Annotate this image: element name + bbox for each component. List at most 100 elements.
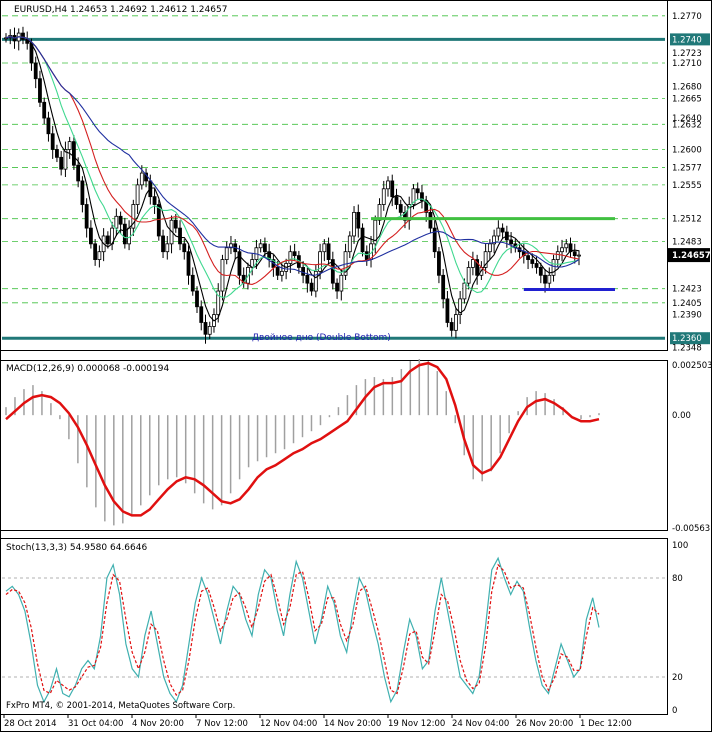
price-axis-label: 1.2640	[672, 114, 702, 124]
stoch-pane[interactable]	[0, 538, 668, 715]
price-axis-label: 1.2710	[672, 59, 702, 69]
candle-body	[305, 274, 310, 284]
candle-body	[224, 247, 229, 260]
candle-body	[275, 267, 280, 276]
price-axis-label: 1.2405	[672, 299, 702, 309]
candle-body	[161, 235, 165, 253]
candle-body	[538, 267, 543, 276]
price-axis-label: 1.2680	[672, 83, 702, 93]
x-axis-label: 28 Oct 2014	[4, 719, 57, 729]
candle-body	[80, 180, 85, 205]
candle-body	[470, 259, 475, 268]
price-pane-title: EURUSD,H4 1.24653 1.24692 1.24612 1.2465…	[14, 5, 227, 15]
price-axis-label: 1.2770	[672, 12, 702, 22]
stoch-signal-line	[5, 563, 600, 697]
stoch-axis-label: 20	[672, 673, 683, 683]
price-axis-label: 1.2360	[672, 334, 702, 344]
stoch-layer	[2, 556, 665, 704]
candle-body	[25, 38, 30, 44]
price-axis-label: 1.2483	[672, 237, 702, 247]
candle-body	[186, 251, 191, 276]
candle-body	[356, 211, 361, 229]
candle-body	[326, 243, 331, 260]
candle-body	[76, 164, 81, 182]
candle-body	[543, 274, 547, 284]
x-axis-label: 14 Nov 20:00	[324, 719, 381, 729]
candle-body	[93, 243, 98, 260]
copyright-footer: FxPro MT4, © 2001-2014, MetaQuotes Softw…	[6, 701, 235, 711]
candle-body	[122, 223, 127, 245]
candle-body	[258, 243, 263, 249]
candle-body	[229, 243, 233, 249]
candle-body	[84, 204, 89, 229]
candle-body	[288, 251, 293, 264]
candle-body	[458, 298, 463, 316]
price-axis-label: 1.2665	[672, 94, 702, 104]
x-axis-label: 1 Dec 12:00	[580, 719, 632, 729]
candle-body	[441, 274, 446, 300]
candle-body	[560, 247, 564, 253]
candle-body	[330, 259, 335, 284]
candle-body	[420, 192, 424, 201]
macd-axis-label: 0.00	[672, 411, 691, 421]
candle-body	[360, 227, 365, 253]
candle-body	[437, 251, 441, 276]
grid-layer	[2, 15, 665, 340]
candle-body	[21, 32, 25, 40]
macd-layer	[5, 359, 600, 526]
candle-body	[483, 251, 488, 268]
candle-body	[428, 211, 433, 229]
candle-body	[526, 255, 530, 260]
candle-body	[572, 251, 577, 257]
candle-body	[114, 215, 119, 229]
candle-body	[118, 215, 123, 225]
candle-body	[139, 172, 144, 186]
price-pane[interactable]	[0, 0, 668, 351]
candle-body	[530, 259, 535, 264]
candle-body	[263, 243, 267, 253]
stoch-axis-label: 80	[672, 574, 683, 584]
candle-body	[577, 254, 581, 257]
candle-body	[42, 101, 47, 119]
candle-body	[203, 322, 208, 335]
candle-body	[313, 270, 318, 292]
candle-body	[301, 267, 306, 276]
candle-body	[415, 188, 420, 194]
candle-body	[46, 117, 51, 135]
price-axis-label: 1.2348	[672, 344, 702, 354]
price-axis-label: 1.2600	[672, 145, 702, 155]
candle-body	[496, 227, 501, 237]
candle-body	[500, 227, 505, 233]
ma-navy-line	[5, 36, 580, 276]
candle-body	[190, 274, 195, 292]
candle-body	[178, 227, 182, 245]
candle-body	[475, 259, 480, 276]
price-axis-label: 1.2577	[672, 164, 702, 174]
candle-body	[55, 149, 59, 158]
price-axis-label: 1.2423	[672, 285, 702, 295]
candle-body	[63, 149, 68, 170]
macd-pane[interactable]	[0, 360, 668, 531]
price-axis-label: 1.2512	[672, 215, 702, 225]
x-axis-label: 24 Nov 04:00	[452, 719, 509, 729]
candle-body	[445, 298, 450, 323]
ma-green-line	[5, 36, 580, 298]
macd-axis-label: 0.002503	[672, 361, 712, 371]
candle-body	[50, 133, 55, 150]
macd-pane-title: MACD(12,26,9) 0.000068 -0.000194	[6, 364, 169, 374]
ma-fast-line	[5, 36, 580, 322]
stoch-axis-label: 0	[672, 706, 677, 716]
candle-body	[59, 156, 64, 170]
candle-body	[394, 196, 399, 205]
price-label-highlight	[670, 332, 710, 345]
price-layer	[4, 26, 615, 344]
candle-body	[67, 141, 72, 150]
candle-body	[135, 184, 140, 205]
candle-body	[4, 37, 8, 40]
candle-body	[487, 243, 492, 253]
price-label-highlight	[670, 33, 710, 46]
candle-body	[156, 204, 161, 237]
candle-body	[267, 251, 272, 260]
stoch-axis-label: 100	[672, 541, 688, 551]
candle-body	[335, 282, 339, 292]
